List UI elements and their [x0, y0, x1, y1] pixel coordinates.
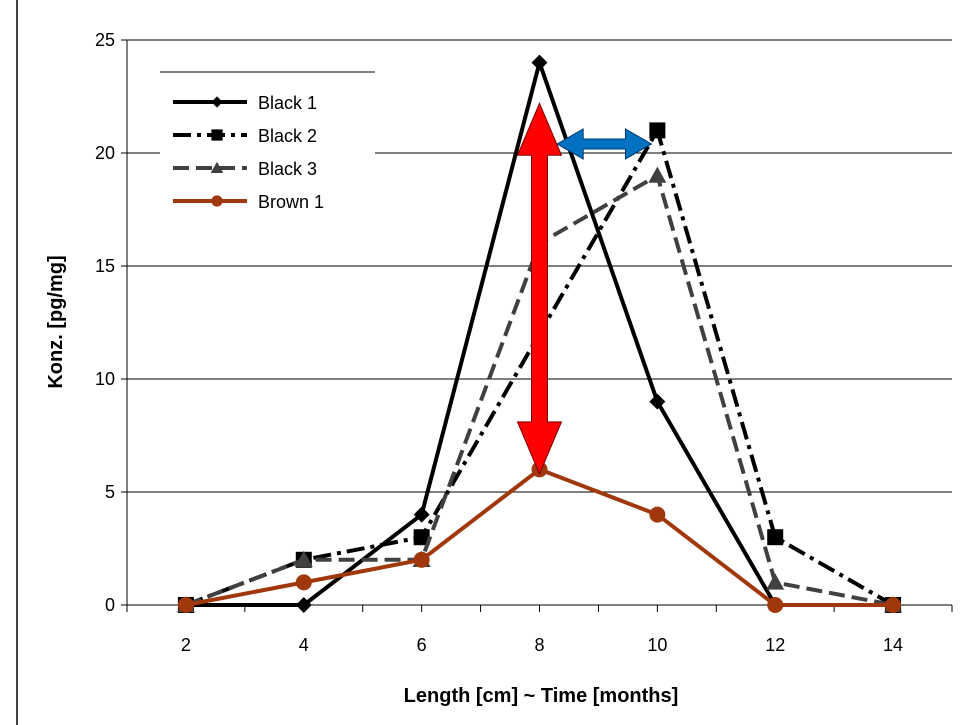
x-tick-label: 4 — [299, 635, 309, 655]
x-tick-label: 8 — [534, 635, 544, 655]
vertical-double-arrow — [516, 101, 563, 476]
y-tick-labels: 0 5 10 15 20 25 — [95, 30, 115, 615]
data-point-2 — [767, 529, 784, 546]
data-point-1 — [531, 54, 548, 71]
legend-marker-1 — [211, 96, 223, 108]
y-tick-label: 10 — [95, 369, 115, 389]
data-point-3 — [766, 573, 785, 590]
x-tick-labels: 2 4 6 8 10 12 14 — [181, 635, 903, 655]
y-tick-label: 25 — [95, 30, 115, 50]
data-point-3 — [294, 550, 313, 567]
y-tick-label: 5 — [105, 482, 115, 502]
data-point-1 — [649, 393, 666, 410]
legend-marker-2 — [211, 129, 223, 141]
legend-marker-4 — [211, 195, 223, 207]
legend-marker-3 — [210, 161, 224, 174]
data-point-1 — [413, 506, 430, 523]
legend: Black 1 Black 2 Black 3 Brown 1 — [160, 71, 375, 227]
x-tick-label: 10 — [647, 635, 667, 655]
data-point-1 — [295, 597, 312, 613]
x-tick-label: 2 — [181, 635, 191, 655]
legend-label-4: Brown 1 — [258, 192, 324, 212]
data-point-4 — [767, 597, 784, 613]
data-point-2 — [649, 122, 666, 139]
data-point-4 — [177, 597, 194, 613]
y-tick-label: 15 — [95, 256, 115, 276]
x-tick-label: 6 — [417, 635, 427, 655]
data-point-4 — [295, 574, 312, 591]
y-axis-title: Konz. [pg/mg] — [45, 255, 67, 388]
annotations — [516, 101, 653, 476]
y-tick-label: 0 — [105, 595, 115, 615]
data-point-2 — [413, 529, 430, 546]
data-point-4 — [413, 551, 430, 568]
x-axis-title: Length [cm] ~ Time [months] — [404, 685, 679, 707]
data-point-4 — [885, 597, 902, 613]
x-tick-label: 14 — [883, 635, 903, 655]
legend-label-1: Black 1 — [258, 93, 317, 113]
legend-label-2: Black 2 — [258, 126, 317, 146]
data-point-4 — [649, 506, 666, 523]
legend-label-3: Black 3 — [258, 159, 317, 179]
y-tick-label: 20 — [95, 143, 115, 163]
horizontal-double-arrow — [556, 128, 653, 160]
data-point-3 — [648, 166, 667, 183]
x-tick-label: 12 — [765, 635, 785, 655]
